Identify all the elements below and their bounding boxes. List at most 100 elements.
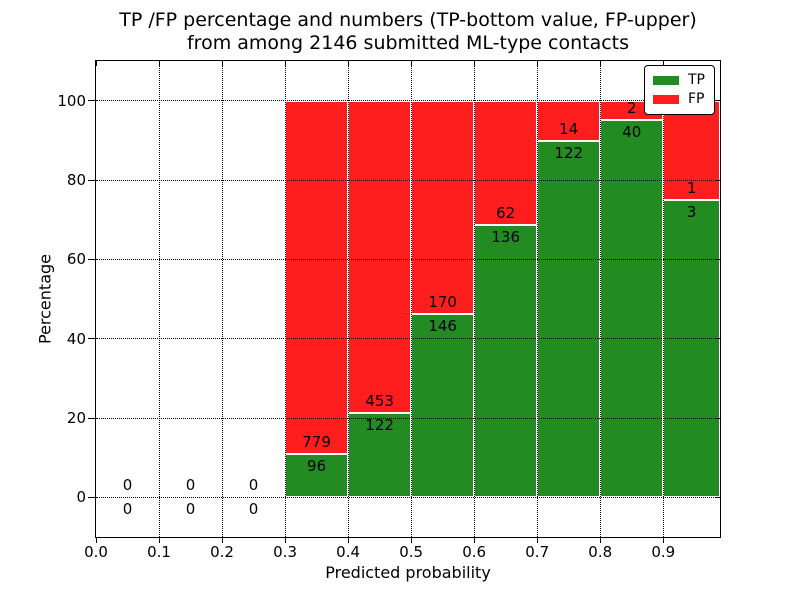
y-tick-mark <box>715 417 720 419</box>
fp-count-label: 62 <box>496 203 516 222</box>
fp-bar-segment <box>285 100 349 454</box>
tp-count-label: 40 <box>622 122 642 141</box>
legend-swatch-fp-icon <box>653 95 679 104</box>
legend-label-fp: FP <box>688 91 705 107</box>
h-gridline <box>96 258 720 260</box>
tp-count-label: 96 <box>307 456 327 475</box>
y-tick-label: 40 <box>66 329 86 348</box>
y-tick-mark <box>88 100 95 102</box>
plot-area: 0 0 0 0 0 0 779 96 453 122 170 146 62 136 14 122 2 40 1 3 T… <box>88 60 721 543</box>
tp-count-label: 146 <box>428 317 457 336</box>
bar-labels-layer: 0 0 0 0 0 0 779 96 453 122 170 146 62 136 14 122 2 40 1 3 <box>96 61 720 537</box>
fp-count-label: 0 <box>248 476 259 495</box>
legend: TP FP <box>644 65 715 115</box>
x-tick-mark <box>473 537 475 543</box>
tp-count-label: 136 <box>491 227 520 246</box>
x-tick-mark <box>599 537 601 543</box>
x-tick-mark <box>284 61 286 66</box>
h-gridline <box>96 100 720 102</box>
grid-layer <box>96 61 720 537</box>
legend-item-tp: TP <box>653 71 705 90</box>
fp-bar-segment <box>348 100 412 414</box>
y-tick-mark <box>88 496 95 498</box>
x-tick-label: 0.5 <box>399 543 424 561</box>
h-gridline <box>96 496 720 498</box>
tp-count-label: 122 <box>554 144 584 163</box>
fp-count-label: 453 <box>365 392 394 411</box>
x-tick-mark <box>221 537 223 543</box>
x-tick-label: 0.0 <box>84 543 108 561</box>
y-tick-mark <box>88 417 95 419</box>
y-tick-mark <box>715 338 720 340</box>
chart-title-line2: from among 2146 submitted ML-type contac… <box>186 32 630 54</box>
x-tick-label: 0.3 <box>273 543 297 561</box>
x-tick-mark <box>158 61 160 66</box>
y-tick-mark <box>88 258 95 260</box>
tp-bar-segment <box>600 119 664 498</box>
y-tick-mark <box>88 338 95 340</box>
x-tick-mark <box>599 61 601 66</box>
tp-count-label: 0 <box>248 500 259 519</box>
tp-bar-segment <box>285 453 349 498</box>
x-tick-mark <box>410 61 412 66</box>
x-tick-label: 0.6 <box>462 543 487 561</box>
tp-count-label: 3 <box>686 202 697 221</box>
x-tick-mark <box>410 537 412 543</box>
legend-label-tp: TP <box>688 72 705 88</box>
v-gridline <box>221 61 223 537</box>
x-tick-mark <box>662 537 664 543</box>
fp-bar-segment <box>411 100 475 315</box>
y-tick-mark <box>715 496 720 498</box>
y-tick-mark <box>715 179 720 181</box>
fp-count-label: 779 <box>302 432 331 451</box>
y-tick-label: 20 <box>66 409 86 427</box>
v-gridline <box>410 61 412 537</box>
x-tick-mark <box>347 537 349 543</box>
fp-count-label: 1 <box>686 178 697 197</box>
v-gridline <box>662 61 664 537</box>
chart-title-line1: TP /FP percentage and numbers (TP-bottom… <box>119 9 697 31</box>
y-tick-mark <box>715 100 720 102</box>
y-tick-label: 60 <box>66 250 86 269</box>
x-tick-label: 0.9 <box>651 543 676 561</box>
y-tick-label: 80 <box>66 171 86 189</box>
tp-count-label: 0 <box>122 500 133 519</box>
x-tick-label: 0.4 <box>336 543 361 561</box>
y-tick-mark <box>715 258 720 260</box>
tp-bar-segment <box>663 199 720 498</box>
x-tick-mark <box>221 61 223 66</box>
v-gridline <box>599 61 601 537</box>
x-tick-label: 0.8 <box>588 543 613 561</box>
tp-count-label: 122 <box>365 416 394 435</box>
x-tick-mark <box>662 61 664 66</box>
fp-bar-segment <box>474 100 538 225</box>
tp-count-label: 0 <box>185 500 196 519</box>
v-gridline <box>347 61 349 537</box>
fp-count-label: 170 <box>428 293 457 312</box>
bars-layer <box>96 61 720 537</box>
x-tick-mark <box>158 537 160 543</box>
legend-swatch-tp-icon <box>653 76 679 85</box>
y-tick-label: 100 <box>57 91 86 110</box>
x-tick-mark <box>536 61 538 66</box>
x-tick-label: 0.7 <box>525 543 550 561</box>
x-tick-label: 0.1 <box>147 543 171 561</box>
tp-bar-segment <box>537 141 601 498</box>
tp-bar-segment <box>474 224 538 498</box>
tp-bar-segment <box>411 314 475 498</box>
tp-bar-segment <box>348 413 412 498</box>
x-tick-mark <box>284 537 286 543</box>
fp-count-label: 0 <box>122 476 133 495</box>
ticks-layer <box>88 61 720 543</box>
x-tick-mark <box>95 537 97 543</box>
x-tick-mark <box>347 61 349 66</box>
fp-count-label: 2 <box>626 98 637 117</box>
legend-item-fp: FP <box>653 90 705 109</box>
h-gridline <box>96 417 720 419</box>
x-tick-mark <box>473 61 475 66</box>
v-gridline <box>473 61 475 537</box>
x-axis-label: Predicted probability <box>325 563 491 582</box>
y-tick-label: 0 <box>76 488 86 507</box>
x-tick-mark <box>536 537 538 543</box>
